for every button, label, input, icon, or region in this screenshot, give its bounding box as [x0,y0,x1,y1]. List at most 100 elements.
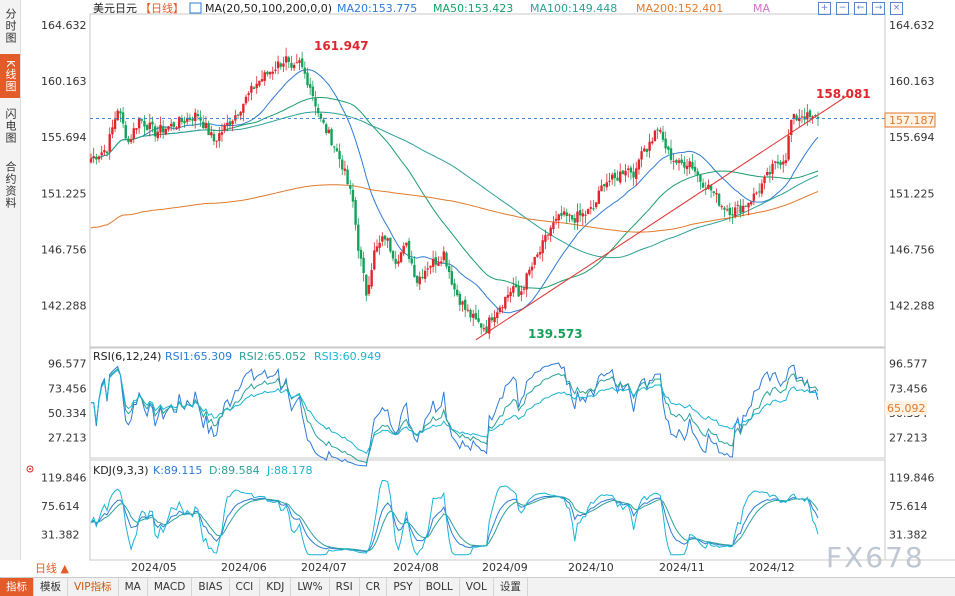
candle-body [587,209,589,214]
candle-body [667,147,669,150]
indicator-tab[interactable]: 指标 [0,578,34,596]
candle-body [782,161,784,164]
candle-body [226,123,228,126]
candle-body [119,111,121,113]
candle-body [440,262,442,264]
candle-body [424,271,426,279]
indicator-tab[interactable]: CCI [230,578,261,596]
candle-body [507,295,509,298]
date-tick-label: 2024/10 [568,561,614,574]
candle-body [183,121,185,123]
indicator-tab[interactable]: LW% [291,578,329,596]
price-tick-label-right: 142.288 [889,300,935,313]
candle-body [555,219,557,221]
candle-body [100,152,102,155]
price-tick-label-left: 151.225 [41,187,87,200]
price-tick-label-right: 160.163 [889,75,935,88]
period-selector-button[interactable]: 日线 ▲ [21,560,91,577]
candle-body [654,131,656,141]
price-tick-label-right: 164.632 [889,19,935,32]
candle-body [341,160,343,170]
indicator-tab[interactable]: BOLL [420,578,460,596]
kdj-settings-icon[interactable] [27,466,33,472]
scroll-left-icon[interactable]: ← [854,2,867,15]
candle-body [801,117,803,118]
candle-body [568,214,570,215]
candle-body [333,147,335,148]
candle-body [138,118,140,129]
indicator-tab[interactable]: 设置 [494,578,528,596]
ma50-value: MA50:153.423 [433,2,513,15]
candle-body [566,212,568,216]
candle-body [592,208,594,209]
rsi-tick-label-left: 50.334 [48,407,87,420]
candle-body [421,277,423,278]
candle-body [253,87,255,89]
candle-body [258,81,260,86]
main-header: 美元日元 【日线】 MA(20,50,100,200,0,0) MA20:153… [93,1,770,15]
indicator-tab[interactable]: RSI [330,578,360,596]
candle-body [199,117,201,120]
candle-body [173,122,175,127]
candle-body [469,310,471,317]
candle-body [336,148,338,151]
candle-body [525,273,527,289]
candle-body [411,258,413,263]
kdj-j-value: J:88.178 [266,464,312,477]
candle-body [92,156,94,158]
candle-body [729,208,731,215]
candle-body [761,183,763,193]
candle-body [779,162,781,165]
candle-body [771,164,773,174]
indicator-tab[interactable]: KDJ [260,578,291,596]
candle-body [181,118,183,121]
rsi1-line [91,363,818,466]
zoom-in-icon[interactable]: + [818,2,831,15]
candle-body [376,246,378,251]
ma200-value: MA200:152.401 [636,2,723,15]
candle-body [622,171,624,175]
indicator-tab[interactable]: MA [119,578,148,596]
current-price-tag: 157.187 [885,113,935,127]
candle-body [277,62,279,69]
candle-body [697,171,699,175]
indicator-tab[interactable]: 模板 [34,578,68,596]
indicator-tab[interactable]: MACD [148,578,192,596]
ma-extra-label: MA [753,2,770,15]
candle-body [646,149,648,152]
candle-body [202,122,204,128]
indicator-tab[interactable]: BIAS [192,578,229,596]
candle-body [427,268,429,269]
candle-body [149,123,151,129]
date-tick-label: 2024/05 [131,561,177,574]
kdj-tick-label-right: 75.614 [889,500,928,513]
scroll-right-icon[interactable]: → [872,2,885,15]
ma50-line [91,98,818,289]
candle-body [456,290,458,295]
candle-body [229,121,231,125]
candle-body [320,114,322,119]
close-icon[interactable]: × [890,2,903,15]
candle-body [432,259,434,267]
candle-body [122,112,124,123]
ma-settings-icon[interactable] [190,3,201,13]
candle-body [304,68,306,74]
high-annotation: 161.947 [314,39,369,53]
indicator-tab[interactable]: CR [360,578,388,596]
candle-body [528,270,530,275]
indicator-tab[interactable]: PSY [387,578,419,596]
candle-body [531,267,533,271]
candle-body [191,119,193,121]
candle-body [245,97,247,104]
candle-body [627,169,629,170]
indicator-tab[interactable]: VOL [460,578,494,596]
zoom-out-icon[interactable]: − [836,2,849,15]
candle-body [560,213,562,216]
candle-body [595,202,597,207]
candle-body [221,132,223,135]
candle-body [694,167,696,172]
candle-body [480,323,482,327]
candle-body [539,252,541,255]
indicator-tab[interactable]: VIP指标 [68,578,119,596]
